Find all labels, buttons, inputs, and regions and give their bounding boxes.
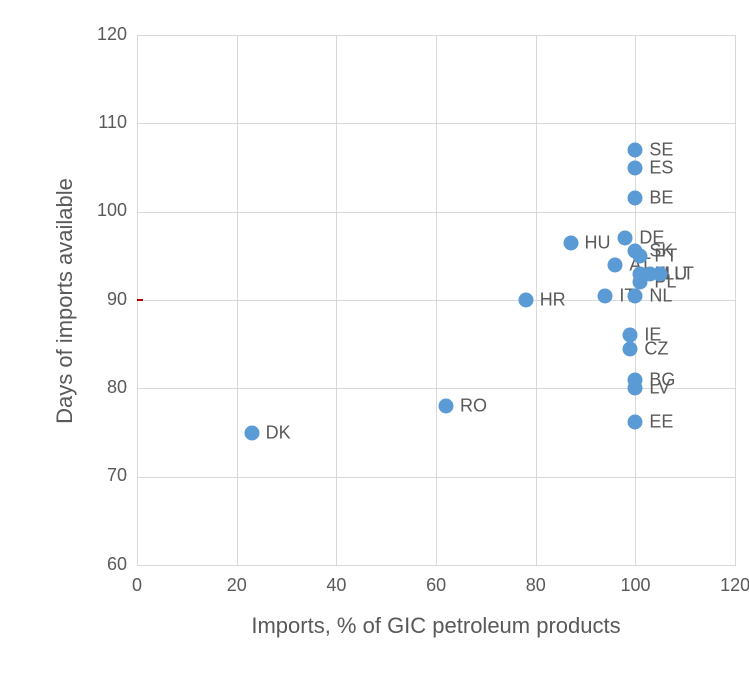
data-point [563,235,578,250]
data-point [653,266,668,281]
y-tick-label: 80 [107,377,127,398]
data-point-label: BG [649,369,675,390]
data-point-label: RO [460,396,487,417]
data-point-label: HR [540,290,566,311]
data-point-label: IE [644,325,661,346]
data-point-label: HU [585,232,611,253]
data-point [628,160,643,175]
y-tick-label: 60 [107,554,127,575]
data-point-label: SE [649,139,673,160]
scatter-chart: Days of imports available Imports, % of … [0,0,749,686]
data-point [628,191,643,206]
x-tick-label: 0 [132,575,142,596]
data-point [438,399,453,414]
data-point [244,425,259,440]
x-tick-label: 80 [526,575,546,596]
data-point [628,414,643,429]
gridline-vertical [735,35,736,565]
x-tick-label: 40 [326,575,346,596]
data-point-label: BE [649,188,673,209]
gridline-vertical [237,35,238,565]
data-point [628,288,643,303]
y-tick-label: 70 [107,465,127,486]
data-point [598,288,613,303]
data-point [618,231,633,246]
y-tick-label: 110 [98,112,127,133]
data-point [518,293,533,308]
data-point [633,248,648,263]
gridline-horizontal [137,565,735,566]
x-tick-label: 100 [620,575,650,596]
y-tick-label: 100 [97,200,127,221]
gridline-vertical [336,35,337,565]
data-point-label: DK [266,422,291,443]
gridline-vertical [536,35,537,565]
y-axis-label: Days of imports available [52,171,78,431]
data-point [608,257,623,272]
x-axis-label: Imports, % of GIC petroleum products [226,613,646,639]
x-tick-label: 20 [227,575,247,596]
data-point [623,328,638,343]
data-point [628,142,643,157]
y-tick-label: 90 [107,289,127,310]
y-tick-label: 120 [97,24,127,45]
data-point [623,341,638,356]
gridline-vertical [436,35,437,565]
x-tick-label: 60 [426,575,446,596]
data-point-label: LT [674,263,694,284]
x-tick-label: 120 [720,575,749,596]
data-point-label: EE [649,411,673,432]
reference-mark-y90 [137,299,143,301]
data-point [628,372,643,387]
